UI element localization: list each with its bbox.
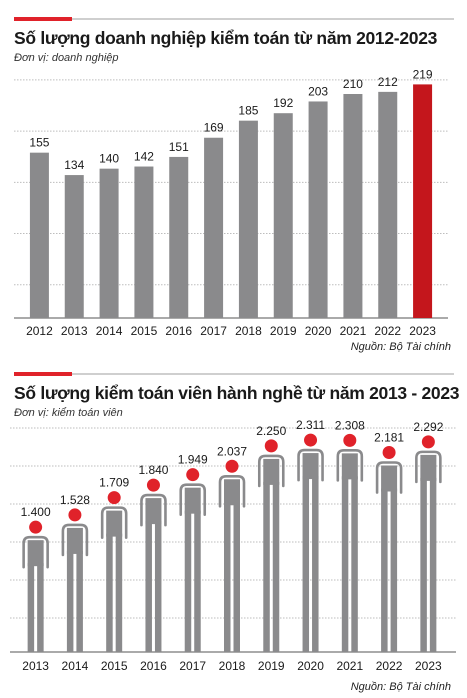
bar-2014 bbox=[99, 168, 119, 318]
bar-2018 bbox=[238, 120, 258, 319]
tick-label-2014: 2014 bbox=[96, 324, 123, 338]
bar-2012 bbox=[29, 152, 49, 318]
head-dot-2020 bbox=[304, 433, 318, 447]
tick-label-2020: 2020 bbox=[305, 324, 332, 338]
tick-label-2021: 2021 bbox=[340, 324, 367, 338]
title-rule bbox=[14, 17, 454, 21]
data-label-2019: 192 bbox=[273, 96, 293, 110]
head-dot-2021 bbox=[343, 433, 357, 447]
chart-panel-auditors: Số lượng kiểm toán viên hành nghề từ năm… bbox=[0, 355, 467, 698]
chart-title: Số lượng doanh nghiệp kiểm toán từ năm 2… bbox=[14, 28, 438, 48]
tick-label-2014: 2014 bbox=[62, 659, 89, 673]
person-icon-2013 bbox=[22, 535, 49, 652]
tick-label-2022: 2022 bbox=[376, 659, 403, 673]
chart-title: Số lượng kiểm toán viên hành nghề từ năm… bbox=[14, 383, 460, 403]
source-note: Nguồn: Bộ Tài chính bbox=[350, 341, 451, 353]
person-icon-2014 bbox=[61, 523, 89, 652]
data-label-2020: 2.311 bbox=[296, 418, 325, 432]
tick-label-2022: 2022 bbox=[374, 324, 401, 338]
person-icon-2023 bbox=[415, 450, 442, 652]
person-icon-2018 bbox=[218, 474, 246, 652]
tick-label-2018: 2018 bbox=[219, 659, 246, 673]
data-label-2023: 219 bbox=[413, 67, 433, 81]
head-dot-2022 bbox=[382, 445, 396, 459]
tick-label-2023: 2023 bbox=[409, 324, 436, 338]
bar-2023 bbox=[413, 84, 433, 319]
bar-2020 bbox=[308, 101, 328, 318]
person-icon-2020 bbox=[297, 448, 324, 652]
data-label-2016: 1.840 bbox=[138, 463, 168, 477]
head-dot-2015 bbox=[107, 491, 121, 505]
head-dot-2018 bbox=[225, 459, 239, 473]
tick-label-2020: 2020 bbox=[297, 659, 324, 673]
data-label-2015: 1.709 bbox=[99, 476, 129, 490]
tick-label-2023: 2023 bbox=[415, 659, 442, 673]
bar-2019 bbox=[273, 113, 293, 318]
pictogram-chart-auditors: 1.400 2013 1.528 2014 1.709 2015 1.840 2016 1.94… bbox=[10, 418, 456, 673]
data-label-2022: 2.181 bbox=[374, 430, 404, 444]
person-icon-2016 bbox=[140, 493, 167, 652]
person-icon-2019 bbox=[257, 454, 285, 652]
tick-label-2019: 2019 bbox=[258, 659, 285, 673]
data-label-2020: 203 bbox=[308, 84, 328, 98]
tick-label-2017: 2017 bbox=[200, 324, 227, 338]
data-label-2018: 185 bbox=[238, 104, 258, 118]
bar-2013 bbox=[64, 175, 84, 318]
head-dot-2013 bbox=[29, 520, 43, 534]
data-label-2019: 2.250 bbox=[256, 424, 286, 438]
bar-2017 bbox=[204, 137, 224, 318]
person-icon-2015 bbox=[100, 506, 128, 652]
tick-label-2015: 2015 bbox=[101, 659, 128, 673]
chart-panel-enterprises: Số lượng doanh nghiệp kiểm toán từ năm 2… bbox=[14, 17, 454, 353]
data-label-2018: 2.037 bbox=[217, 444, 247, 458]
data-label-2014: 140 bbox=[99, 152, 119, 166]
data-label-2013: 1.400 bbox=[21, 505, 51, 519]
data-label-2015: 142 bbox=[134, 150, 154, 164]
data-label-2021: 2.308 bbox=[335, 418, 365, 432]
bar-2016 bbox=[169, 156, 189, 318]
tick-label-2018: 2018 bbox=[235, 324, 262, 338]
data-label-2023: 2.292 bbox=[413, 420, 443, 434]
tick-label-2019: 2019 bbox=[270, 324, 297, 338]
person-icon-2022 bbox=[375, 461, 403, 652]
tick-label-2017: 2017 bbox=[179, 659, 206, 673]
unit-label: Đơn vị: kiểm toán viên bbox=[14, 407, 123, 419]
head-dot-2017 bbox=[186, 468, 200, 482]
tick-label-2016: 2016 bbox=[165, 324, 192, 338]
person-icon-2021 bbox=[336, 449, 364, 652]
tick-label-2012: 2012 bbox=[26, 324, 53, 338]
person-icon-2017 bbox=[179, 483, 207, 652]
data-label-2017: 1.949 bbox=[178, 453, 208, 467]
bar-chart-enterprises: 155 2012 134 2013 140 2014 142 2015 151 2016 169 20… bbox=[14, 67, 448, 338]
data-label-2021: 210 bbox=[343, 77, 363, 91]
bar-2021 bbox=[343, 94, 363, 318]
head-dot-2014 bbox=[68, 508, 82, 522]
bar-2022 bbox=[378, 91, 398, 318]
head-dot-2023 bbox=[421, 435, 435, 449]
unit-label: Đơn vị: doanh nghiệp bbox=[14, 52, 119, 64]
head-dot-2016 bbox=[146, 478, 160, 492]
tick-label-2013: 2013 bbox=[61, 324, 88, 338]
bar-2015 bbox=[134, 166, 154, 318]
data-label-2017: 169 bbox=[204, 121, 224, 135]
tick-label-2015: 2015 bbox=[131, 324, 158, 338]
source-note: Nguồn: Bộ Tài chính bbox=[350, 681, 451, 693]
tick-label-2021: 2021 bbox=[336, 659, 363, 673]
data-label-2013: 134 bbox=[64, 158, 84, 172]
data-label-2022: 212 bbox=[378, 75, 398, 89]
head-dot-2019 bbox=[264, 439, 278, 453]
data-label-2012: 155 bbox=[29, 136, 49, 150]
data-label-2016: 151 bbox=[169, 140, 189, 154]
title-rule bbox=[14, 372, 454, 376]
tick-label-2013: 2013 bbox=[22, 659, 49, 673]
data-label-2014: 1.528 bbox=[60, 493, 90, 507]
tick-label-2016: 2016 bbox=[140, 659, 167, 673]
